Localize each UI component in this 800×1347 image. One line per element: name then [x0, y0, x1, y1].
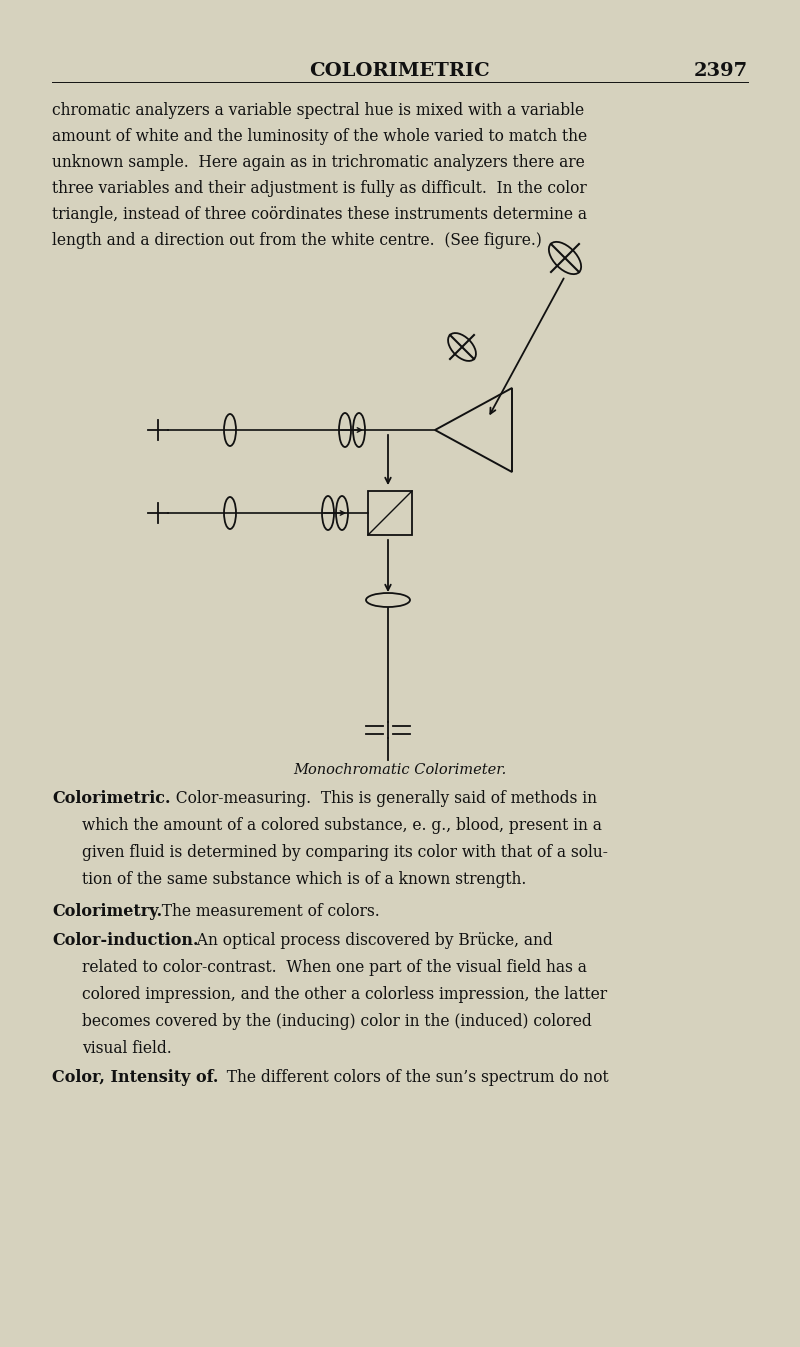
Text: 2397: 2397	[694, 62, 748, 79]
Bar	[368, 492, 412, 535]
Text: unknown sample.  Here again as in trichromatic analyzers there are: unknown sample. Here again as in trichro…	[52, 154, 585, 171]
Text: Color-measuring.  This is generally said of methods in: Color-measuring. This is generally said …	[166, 789, 597, 807]
Text: The measurement of colors.: The measurement of colors.	[152, 902, 380, 920]
Text: amount of white and the luminosity of the whole varied to match the: amount of white and the luminosity of th…	[52, 128, 587, 145]
Text: given fluid is determined by comparing its color with that of a solu-: given fluid is determined by comparing i…	[82, 845, 608, 861]
Text: related to color-contrast.  When one part of the visual field has a: related to color-contrast. When one part…	[82, 959, 587, 977]
Text: COLORIMETRIC: COLORIMETRIC	[310, 62, 490, 79]
Text: An optical process discovered by Brücke, and: An optical process discovered by Brücke,…	[187, 932, 553, 950]
Text: Monochromatic Colorimeter.: Monochromatic Colorimeter.	[294, 762, 506, 777]
Text: Color, Intensity of.: Color, Intensity of.	[52, 1070, 218, 1086]
Text: three variables and their adjustment is fully as difficult.  In the color: three variables and their adjustment is …	[52, 180, 586, 197]
Text: Color-induction.: Color-induction.	[52, 932, 198, 950]
Text: chromatic analyzers a variable spectral hue is mixed with a variable: chromatic analyzers a variable spectral …	[52, 102, 584, 119]
Text: which the amount of a colored substance, e. g., blood, present in a: which the amount of a colored substance,…	[82, 818, 602, 834]
Text: colored impression, and the other a colorless impression, the latter: colored impression, and the other a colo…	[82, 986, 607, 1004]
Text: visual field.: visual field.	[82, 1040, 172, 1057]
Text: triangle, instead of three coördinates these instruments determine a: triangle, instead of three coördinates t…	[52, 206, 587, 224]
Text: Colorimetric.: Colorimetric.	[52, 789, 170, 807]
Text: The different colors of the sun’s spectrum do not: The different colors of the sun’s spectr…	[217, 1070, 609, 1086]
Text: becomes covered by the (inducing) color in the (induced) colored: becomes covered by the (inducing) color …	[82, 1013, 592, 1030]
Text: tion of the same substance which is of a known strength.: tion of the same substance which is of a…	[82, 872, 526, 888]
Text: length and a direction out from the white centre.  (See figure.): length and a direction out from the whit…	[52, 232, 542, 249]
Text: Colorimetry.: Colorimetry.	[52, 902, 162, 920]
